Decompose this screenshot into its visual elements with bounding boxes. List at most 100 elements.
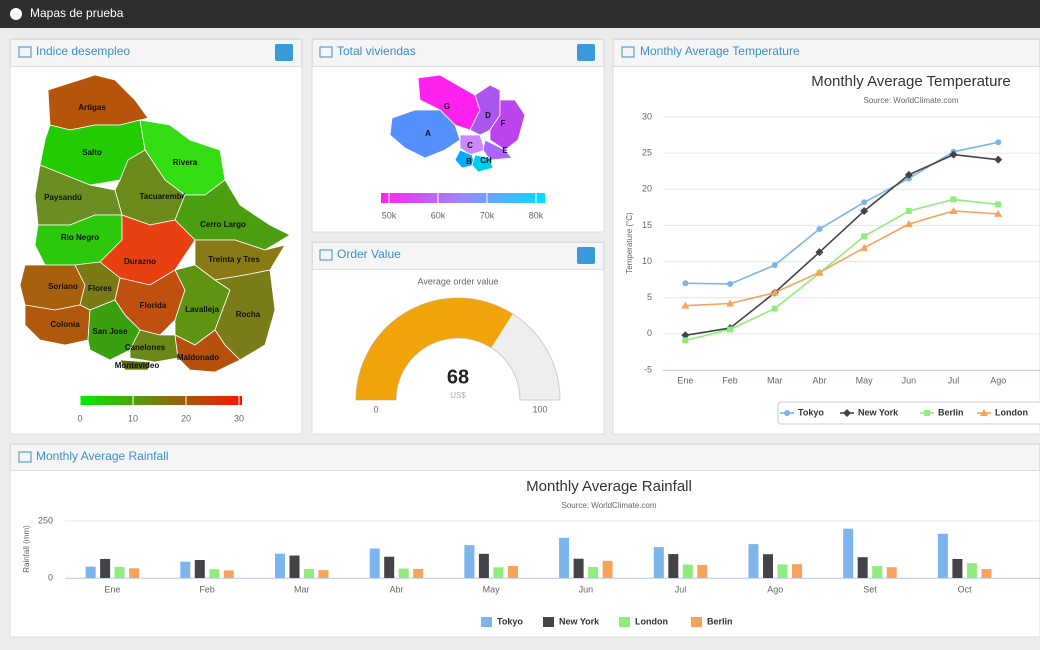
bar	[180, 561, 191, 578]
point	[816, 226, 823, 233]
region-label: Rio Negro	[61, 233, 99, 242]
bar	[114, 566, 125, 578]
point	[815, 248, 824, 257]
panel-header	[10, 39, 302, 67]
legend-label: 60k	[431, 210, 446, 220]
point	[726, 299, 735, 307]
bar	[304, 569, 314, 578]
point	[994, 155, 1003, 164]
legend-label: 50k	[382, 210, 397, 220]
panel-title: Monthly Average Temperature	[640, 44, 800, 58]
map-region	[213, 269, 276, 361]
region-label: C	[467, 141, 473, 150]
panel-header	[312, 242, 604, 270]
map-region	[174, 329, 241, 373]
chart-icon	[319, 46, 333, 58]
y-tick-label: 15	[642, 220, 652, 230]
bar	[194, 560, 205, 578]
x-tick-label: May	[483, 584, 501, 594]
region-label: Lavalleja	[185, 305, 219, 314]
y-axis-title: Temperature (°C)	[625, 212, 634, 274]
x-tick-label: Ago	[990, 375, 1006, 385]
x-tick-label: Jul	[948, 375, 960, 385]
legend-label: New York	[559, 616, 600, 626]
bar	[573, 558, 584, 578]
bar	[85, 566, 96, 578]
legend-label: 0	[77, 413, 82, 423]
point	[995, 201, 1002, 208]
chart-icon	[621, 46, 635, 58]
color-scale	[80, 396, 242, 405]
point	[682, 337, 689, 344]
legend-label: Berlin	[707, 616, 733, 626]
region-label: Colonia	[50, 320, 80, 329]
chart-icon	[319, 249, 333, 261]
map-region	[129, 329, 179, 363]
point	[771, 262, 778, 269]
app-icon	[10, 8, 22, 20]
region-label: San Jose	[92, 327, 128, 336]
gauge-tick-label: 100	[532, 404, 547, 414]
x-tick-label: Ene	[104, 584, 120, 594]
series-line	[685, 153, 999, 337]
region-label: D	[485, 111, 491, 120]
x-tick-label: Abr	[812, 375, 826, 385]
bar	[507, 566, 518, 578]
bar	[398, 568, 409, 578]
point	[770, 288, 779, 296]
bar	[369, 548, 380, 578]
panel-box	[612, 38, 1040, 435]
region-label: Rivera	[173, 158, 198, 167]
y-tick-label: 5	[647, 292, 652, 302]
point	[682, 280, 689, 287]
point	[904, 170, 913, 179]
chart-icon	[18, 451, 32, 463]
bar	[478, 553, 489, 578]
panel-header	[10, 444, 1040, 471]
bar	[763, 554, 773, 578]
gauge-unit: US$	[450, 391, 466, 400]
refresh-button[interactable]	[577, 247, 595, 264]
bar	[682, 564, 693, 578]
region-label: Florida	[140, 301, 167, 310]
bar	[777, 564, 788, 578]
legend-symbol	[619, 617, 630, 627]
refresh-button[interactable]	[275, 44, 293, 61]
bar	[886, 567, 897, 578]
bar	[209, 569, 220, 578]
point	[904, 219, 913, 227]
series-line	[685, 210, 999, 307]
y-axis-title: Rainfall (mm)	[22, 525, 31, 573]
bar	[223, 570, 234, 578]
bar	[792, 564, 802, 578]
panel-title: Total viviendas	[337, 44, 416, 58]
chart-title: Monthly Average Temperature	[811, 73, 1011, 90]
point	[815, 268, 824, 276]
panel: Monthly Average Rainfall	[9, 443, 1040, 638]
region-label: CH	[480, 156, 492, 165]
region-label: Cerro Largo	[200, 220, 246, 229]
bar	[697, 564, 708, 578]
legend-label: 80k	[529, 210, 544, 220]
x-tick-label: Mar	[767, 375, 783, 385]
chart-icon	[18, 46, 32, 58]
point	[727, 326, 734, 333]
x-tick-label: Mar	[294, 584, 310, 594]
region-label: Maldonado	[177, 353, 219, 362]
series-line	[685, 141, 999, 285]
legend-label: 30	[234, 413, 244, 423]
x-tick-label: May	[856, 375, 874, 385]
bar	[748, 544, 759, 578]
refresh-button[interactable]	[577, 44, 595, 61]
point	[994, 209, 1003, 217]
bar	[843, 528, 854, 578]
bar	[464, 545, 475, 578]
bar	[559, 537, 570, 578]
map-region	[454, 149, 476, 169]
y-tick-label: 250	[38, 515, 53, 525]
region-label: F	[501, 119, 506, 128]
point	[861, 233, 868, 240]
y-tick-label: 0	[647, 328, 652, 338]
gauge-tick-label: 0	[373, 404, 378, 414]
